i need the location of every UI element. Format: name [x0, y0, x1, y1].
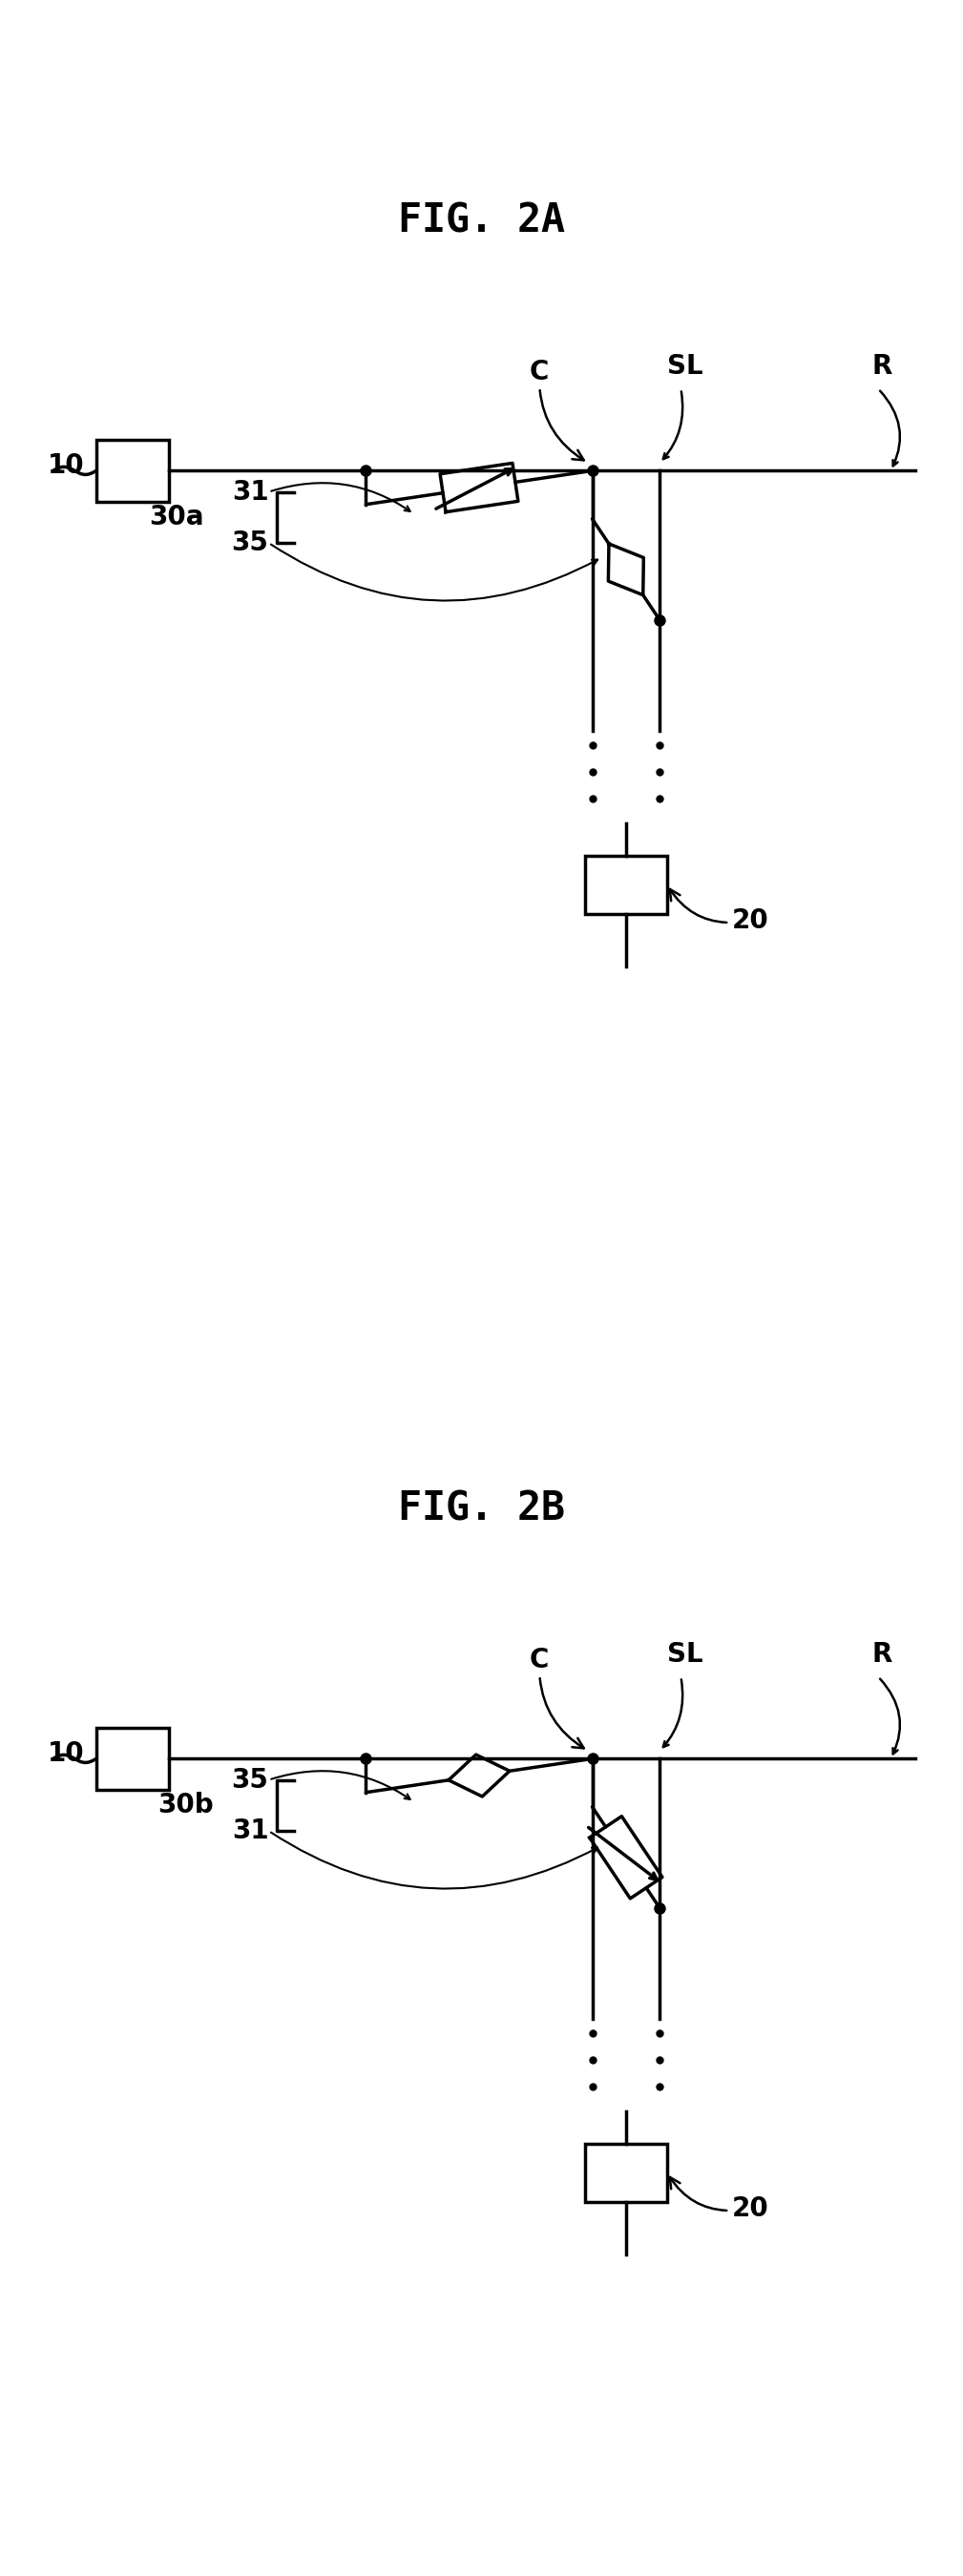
FancyBboxPatch shape: [586, 2143, 666, 2202]
Text: 31: 31: [232, 479, 269, 505]
Text: 30b: 30b: [158, 1793, 214, 1819]
Text: C: C: [530, 1646, 584, 1749]
Text: R: R: [872, 1641, 892, 1667]
Text: FIG. 2B: FIG. 2B: [398, 1489, 565, 1530]
Text: 30a: 30a: [149, 505, 204, 531]
FancyBboxPatch shape: [586, 855, 666, 914]
Text: R: R: [872, 353, 892, 379]
Text: SL: SL: [667, 1641, 703, 1667]
Text: 10: 10: [48, 453, 85, 479]
Text: FIG. 2A: FIG. 2A: [398, 201, 565, 242]
FancyBboxPatch shape: [96, 440, 169, 502]
Text: 10: 10: [48, 1741, 85, 1767]
Text: 35: 35: [231, 531, 269, 556]
Text: 20: 20: [669, 889, 768, 933]
Text: 31: 31: [232, 1819, 269, 1844]
Text: 35: 35: [231, 1767, 269, 1793]
Text: C: C: [530, 358, 584, 461]
FancyBboxPatch shape: [96, 1728, 169, 1790]
Text: SL: SL: [667, 353, 703, 379]
Text: 20: 20: [669, 2177, 768, 2221]
